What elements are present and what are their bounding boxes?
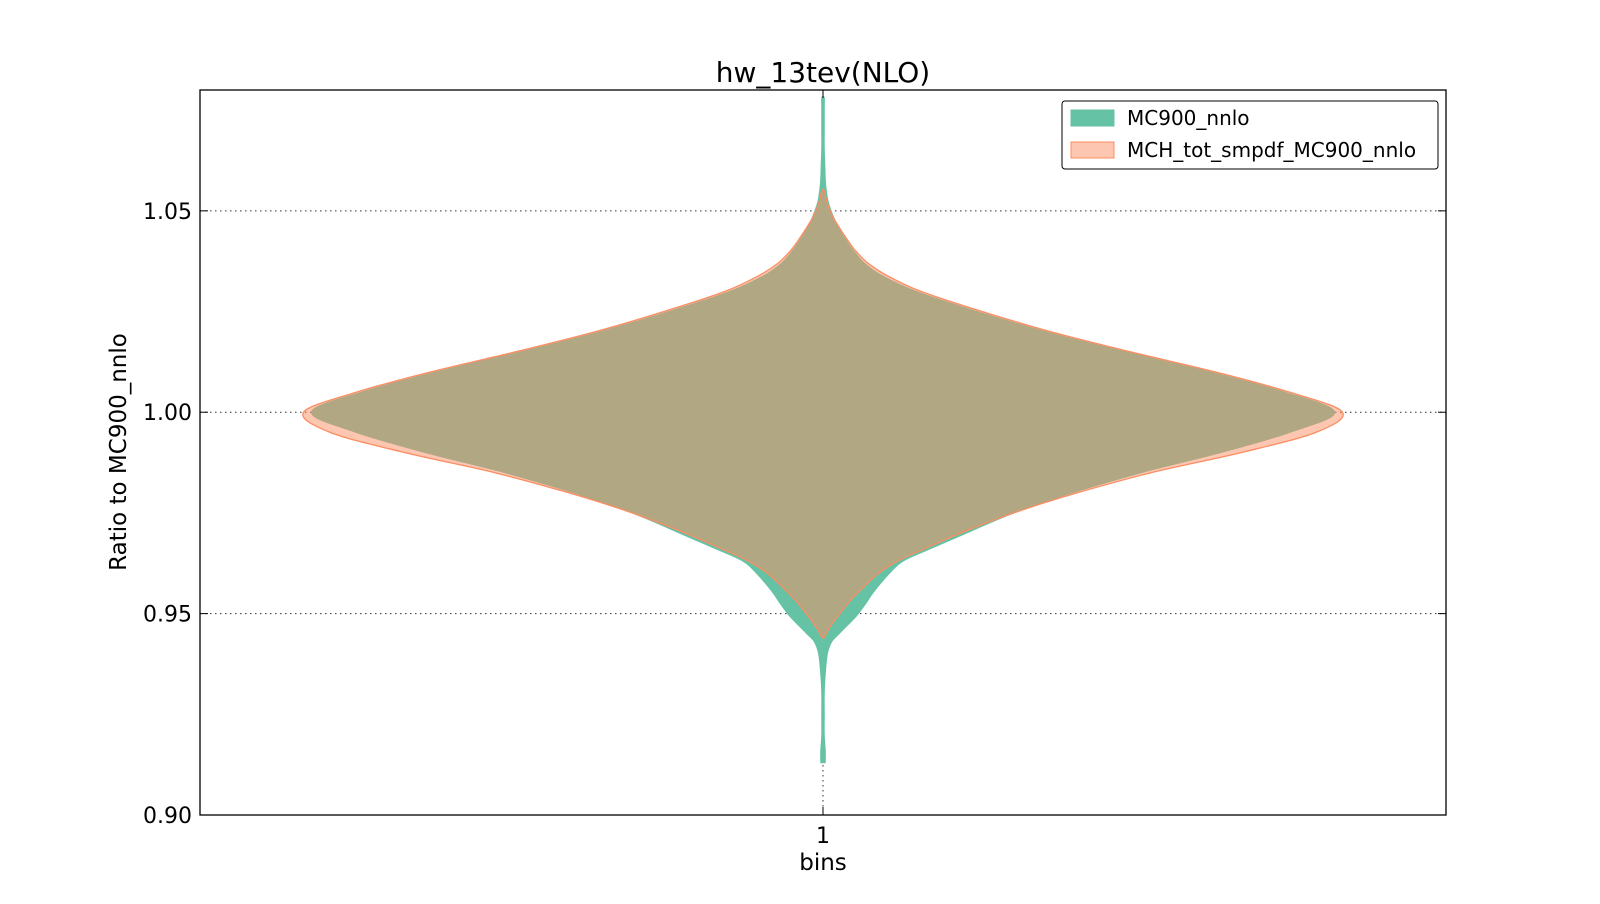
y-tick-label: 1.00: [143, 401, 192, 426]
tick-layer: 0.90 0.95 1.00 1.05 1: [143, 90, 1446, 849]
legend-swatch-mch: [1070, 141, 1115, 159]
legend-label-mch: MCH_tot_smpdf_MC900_nnlo: [1127, 138, 1416, 162]
legend-frame: [1061, 100, 1439, 170]
y-tick-label: 1.05: [143, 200, 192, 225]
y-tick-label: 0.90: [143, 804, 192, 829]
violin-mch-tot-smpdf: [302, 188, 1344, 639]
y-axis-label: Ratio to MC900_nnlo: [106, 333, 132, 571]
x-axis-label: bins: [799, 850, 847, 876]
y-tick-label: 0.95: [143, 603, 192, 628]
legend-label-mc900: MC900_nnlo: [1127, 106, 1250, 130]
chart-title: hw_13tev(NLO): [716, 56, 930, 89]
legend-swatch-mc900: [1070, 109, 1115, 127]
x-tick-label: 1: [816, 824, 830, 849]
legend: MC900_nnlo MCH_tot_smpdf_MC900_nnlo: [1061, 100, 1439, 170]
